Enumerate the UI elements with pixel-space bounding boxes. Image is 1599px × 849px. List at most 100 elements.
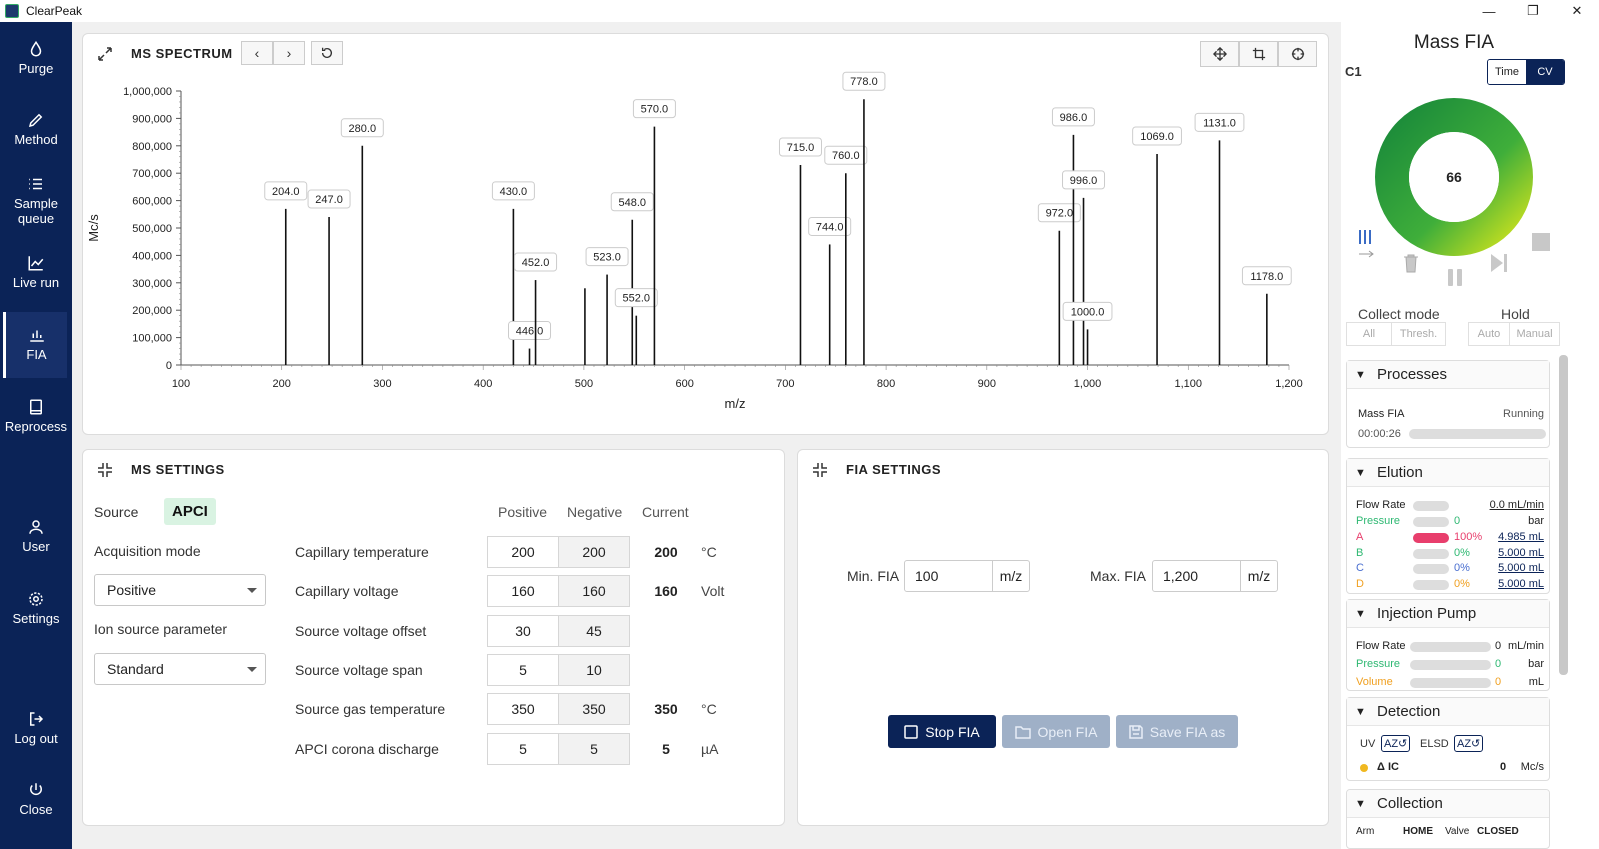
channel-volume[interactable]: 5.000 mL [1498,578,1544,591]
peak-label-box [1241,266,1292,286]
sidebar-item-sample-queue[interactable]: Sample queue [0,175,72,226]
negative-value-input[interactable]: 350 [558,693,630,726]
crosshair-button[interactable] [1278,41,1317,67]
collect-thresh-toggle[interactable]: Thresh. [1391,323,1445,345]
chevron-down-icon [247,667,257,672]
y-tick-label: 600,000 [132,196,172,208]
close-window-button[interactable]: ✕ [1571,3,1583,18]
scrollbar[interactable] [1559,355,1568,675]
elution-section: ▼ Elution Flow Rate 0.0 mL/min Pressure 0… [1346,458,1550,594]
processes-header[interactable]: ▼ Processes [1347,361,1549,389]
stop-fia-button[interactable]: Stop FIA [888,715,996,748]
hold-manual-toggle[interactable]: Manual [1509,323,1559,345]
time-toggle[interactable]: Time [1488,60,1526,84]
acquisition-mode-select[interactable]: Positive [94,574,266,606]
channel-volume[interactable]: 5.000 mL [1498,562,1544,575]
skip-icon[interactable] [1489,252,1509,274]
x-tick-label: 800 [877,378,895,390]
positive-value-input[interactable]: 5 [487,732,559,765]
collapse-icon[interactable] [97,462,113,478]
positive-value-input[interactable]: 200 [487,536,559,568]
minimize-button[interactable]: — [1482,3,1496,19]
crop-button[interactable] [1239,41,1278,67]
inj-label: Volume [1356,676,1393,688]
sidebar-item-label: Live run [12,275,60,290]
cv-toggle[interactable]: CV [1526,60,1564,84]
maximize-button[interactable]: ❐ [1527,3,1539,18]
max-fia-value[interactable]: 1,200 [1153,561,1241,591]
elution-header[interactable]: ▼ Elution [1347,459,1549,487]
peak-label-box [1132,126,1182,146]
collect-all-toggle[interactable]: All [1362,328,1376,340]
peak-label-box [842,71,886,91]
peak-label-box [808,216,852,236]
positive-value-input[interactable]: 160 [487,575,559,608]
section-title: Detection [1377,703,1441,720]
min-fia-value[interactable]: 100 [905,561,993,591]
hold-auto-toggle[interactable]: Auto [1477,328,1501,340]
arm-value: HOME [1403,826,1433,837]
elsd-autozero-button[interactable]: AZ↺ [1454,735,1484,752]
sidebar-item-purge[interactable]: Purge [0,40,72,76]
collection-header[interactable]: ▼ Collection [1347,790,1549,818]
current-value: 160 [654,583,678,600]
channel-volume[interactable]: 4.985 mL [1498,531,1544,543]
negative-value-input[interactable]: 160 [558,575,630,608]
save-fia-as-button[interactable]: Save FIA as [1116,715,1238,748]
chevron-down-icon: ▼ [1355,466,1366,479]
section-title: Processes [1377,366,1448,383]
x-tick-label: 300 [373,378,391,390]
max-fia-input[interactable]: 1,200 m/z [1152,560,1278,592]
peak-label: 548.0 [618,197,646,209]
logout-icon [30,712,44,726]
pressure-value: 0 [1454,515,1461,527]
ion-source-select[interactable]: Standard [94,653,266,685]
sidebar-item-fia[interactable]: FIA [3,312,67,378]
prev-button[interactable]: ‹ [241,41,273,65]
injection-pump-header[interactable]: ▼ Injection Pump [1347,600,1549,628]
open-fia-button[interactable]: Open FIA [1002,715,1110,748]
spectrum-chart[interactable]: 0 100,000 200,000 300,000 400,000 500,000 600,… [83,34,1330,436]
stop-square-icon[interactable] [1531,232,1551,252]
negative-header: Negative [567,504,623,520]
detection-header[interactable]: ▼ Detection [1347,698,1549,726]
unit-label: °C [701,544,717,560]
sidebar-item-user[interactable]: User [0,518,72,554]
vial-rack-icon[interactable] [1357,228,1377,258]
reset-button[interactable] [311,41,343,65]
sidebar-item-log-out[interactable]: Log out [0,710,72,746]
sidebar-item-method[interactable]: Method [0,111,72,147]
uv-autozero-button[interactable]: AZ↺ [1381,735,1411,752]
negative-value-input[interactable]: 200 [558,536,630,568]
current-value: 350 [654,701,678,718]
pan-button[interactable] [1200,41,1239,67]
flow-rate-value[interactable]: 0.0 mL/min [1489,499,1544,511]
negative-value-input[interactable]: 45 [558,614,630,647]
y-axis-label: Mc/s [86,214,101,242]
collapse-icon[interactable] [812,462,828,478]
channel-percent: 0% [1454,562,1470,575]
expand-icon[interactable] [97,46,113,62]
next-button[interactable]: › [273,41,305,65]
peak-label-box [307,189,351,209]
sidebar-item-settings[interactable]: Settings [0,590,72,626]
peak-label-box [508,321,552,341]
sidebar-item-reprocess[interactable]: Reprocess [0,398,72,434]
chevron-down-icon: ▼ [1355,797,1366,810]
pause-icon[interactable] [1445,267,1465,287]
positive-value-input[interactable]: 350 [487,693,559,726]
positive-value-input[interactable]: 5 [487,653,559,686]
param-label: Capillary temperature [295,544,429,560]
y-tick-label: 0 [166,360,172,372]
min-fia-input[interactable]: 100 m/z [904,560,1030,592]
sidebar-item-live-run[interactable]: Live run [0,254,72,290]
channel-volume[interactable]: 5.000 mL [1498,546,1544,559]
x-tick-label: 900 [978,378,996,390]
trash-icon[interactable] [1402,253,1420,273]
positive-value-input[interactable]: 30 [487,614,559,647]
param-label: Source voltage offset [295,622,427,639]
ms-spectrum-panel: MS SPECTRUM ‹ › 0 100,000 200,000 300,000 40… [82,33,1329,435]
negative-value-input[interactable]: 10 [558,653,630,686]
sidebar-item-close[interactable]: Close [0,781,72,817]
negative-value-input[interactable]: 5 [558,732,630,765]
